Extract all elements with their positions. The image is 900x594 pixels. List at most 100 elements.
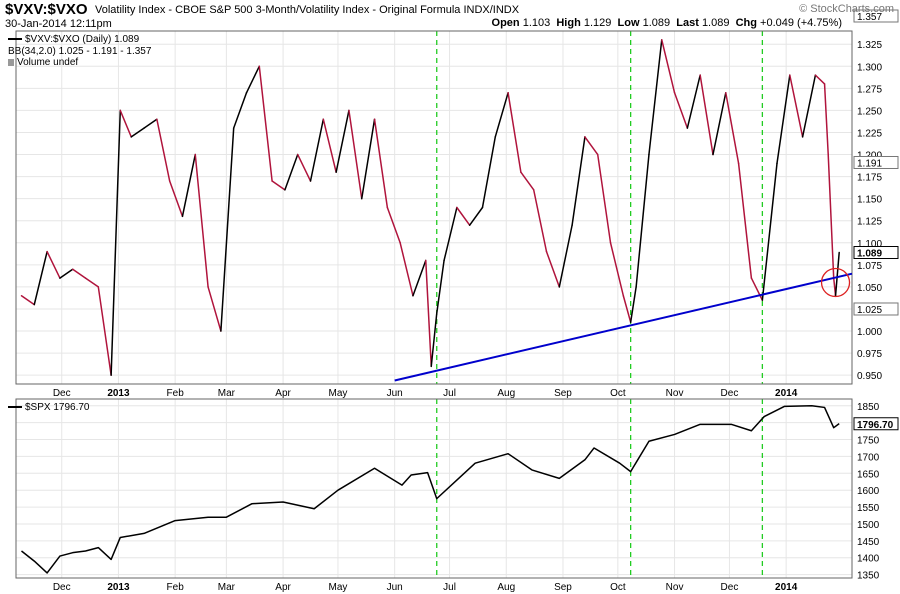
x-tick-label: Jul xyxy=(443,388,456,399)
legend-main-text: $VXV:$VXO (Daily) 1.089 xyxy=(25,34,140,45)
series-segment xyxy=(673,92,689,129)
x-tick-label: Sep xyxy=(554,388,572,399)
series-segment xyxy=(789,74,804,138)
y-tick-label: 1700 xyxy=(857,452,880,463)
series-segment xyxy=(725,92,740,165)
price-label-text: 1.089 xyxy=(857,249,882,260)
series-segment xyxy=(468,206,484,226)
y-tick-label: 1.100 xyxy=(857,239,882,250)
series-segment xyxy=(245,65,261,94)
y-tick-label: 1.325 xyxy=(857,40,882,51)
series-segment xyxy=(271,180,286,191)
brand-watermark: © StockCharts.com xyxy=(799,3,894,15)
series-segment xyxy=(412,259,427,297)
series-segment xyxy=(386,206,401,244)
y-tick-label: 0.975 xyxy=(857,349,882,360)
series-segment xyxy=(110,109,122,376)
highlight-circle xyxy=(820,267,851,298)
series-segment xyxy=(430,312,438,368)
x-tick-label: Apr xyxy=(275,582,291,593)
y-tick-label: 1.275 xyxy=(857,84,882,95)
y-tick-label: 1.125 xyxy=(857,217,882,228)
panel-background xyxy=(16,31,852,384)
series-segment xyxy=(97,286,112,376)
series-segment xyxy=(648,39,663,156)
series-segment xyxy=(520,171,535,191)
panel-background xyxy=(16,399,852,578)
y-tick-label: 1600 xyxy=(857,486,880,497)
series-segment xyxy=(194,153,209,288)
series-segment xyxy=(622,295,632,323)
series-segment xyxy=(609,242,625,297)
series-segment xyxy=(635,153,650,288)
y-tick-label: 1.050 xyxy=(857,283,882,294)
y-tick-label: 1650 xyxy=(857,469,880,480)
x-tick-label: Nov xyxy=(666,582,684,593)
x-tick-label: Jun xyxy=(387,582,403,593)
series-segment xyxy=(686,74,701,129)
series-segment xyxy=(143,118,158,129)
y-tick-label: 1.225 xyxy=(857,128,882,139)
price-label-text: 1796.70 xyxy=(857,420,894,431)
x-tick-label: Mar xyxy=(218,388,236,399)
series-segment xyxy=(33,250,48,306)
x-tick-label: Feb xyxy=(167,388,185,399)
series-segment xyxy=(834,251,840,297)
open-label: Open xyxy=(491,17,520,29)
x-tick-label: Dec xyxy=(53,388,71,399)
last-value: 1.089 xyxy=(701,17,730,29)
legend-spx: $SPX 1796.70 xyxy=(8,402,90,413)
series-segment xyxy=(130,127,145,138)
last-label: Last xyxy=(676,17,699,29)
x-tick-label: Aug xyxy=(497,388,515,399)
x-tick-label: May xyxy=(329,582,348,593)
x-tick-label: Apr xyxy=(275,388,291,399)
series-segment xyxy=(156,118,171,182)
x-tick-label: 2014 xyxy=(775,582,798,593)
series-segment xyxy=(814,74,826,85)
y-tick-label: 1750 xyxy=(857,436,880,447)
series-segment xyxy=(750,277,764,301)
series-segment xyxy=(801,74,817,138)
series-segment xyxy=(584,136,599,156)
price-label-box xyxy=(853,155,899,169)
y-tick-label: 1.300 xyxy=(857,62,882,73)
price-label-box xyxy=(853,302,899,316)
chart-description: Volatility Index - CBOE S&P 500 3-Month/… xyxy=(95,4,520,16)
x-tick-label: 2014 xyxy=(775,388,798,399)
series-segment xyxy=(596,153,612,244)
y-tick-label: 1.150 xyxy=(857,195,882,206)
series-segment xyxy=(181,153,197,218)
series-segment xyxy=(571,136,586,226)
low-label: Low xyxy=(617,17,640,29)
series-segment xyxy=(443,206,458,262)
series-segment xyxy=(425,259,433,368)
chart-symbol: $VXV:$VXO xyxy=(5,1,88,18)
low-value: 1.089 xyxy=(642,17,671,29)
y-tick-label: 1.000 xyxy=(857,327,882,338)
series-segment xyxy=(558,224,573,288)
series-segment xyxy=(168,180,184,218)
series-segment xyxy=(258,65,273,182)
x-tick-label: Mar xyxy=(218,582,236,593)
series-segment xyxy=(481,136,497,209)
x-tick-label: Jul xyxy=(443,582,456,593)
price-label-text: 1.191 xyxy=(857,158,882,169)
x-tick-label: Sep xyxy=(554,582,572,593)
series-segment xyxy=(532,189,548,253)
open-value: 1.103 xyxy=(522,17,551,29)
series-segment xyxy=(699,74,714,156)
y-tick-label: 1450 xyxy=(857,537,880,548)
series-segment xyxy=(220,127,235,332)
series-segment xyxy=(46,250,61,279)
x-tick-label: 2013 xyxy=(107,388,130,399)
y-tick-label: 1.175 xyxy=(857,173,882,184)
series-segment xyxy=(712,92,727,156)
x-tick-label: Dec xyxy=(53,582,71,593)
series-segment xyxy=(456,206,471,226)
chart-datetime: 30-Jan-2014 12:11pm xyxy=(5,18,112,30)
x-tick-label: Oct xyxy=(610,582,626,593)
chg-label: Chg xyxy=(735,17,757,29)
series-segment xyxy=(494,92,509,138)
series-segment xyxy=(545,250,561,288)
